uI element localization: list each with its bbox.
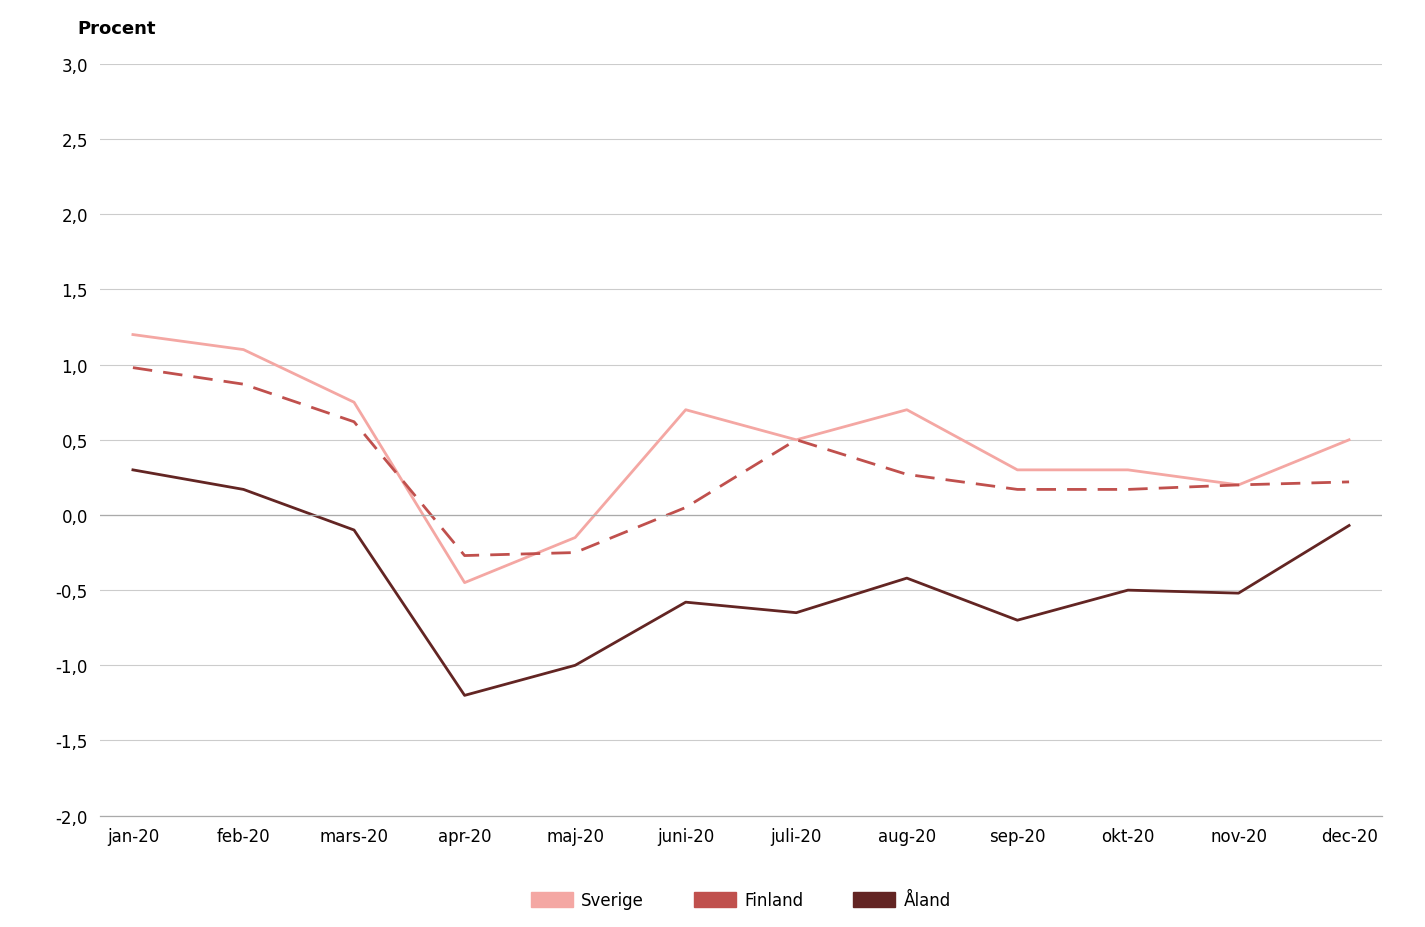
Finland (1341, 476, 1358, 488)
Sverige (898, 405, 915, 416)
Finland (1009, 484, 1026, 495)
Finland (345, 417, 362, 428)
Åland (1341, 520, 1358, 531)
Åland (1009, 615, 1026, 626)
Finland (898, 469, 915, 480)
Åland (567, 660, 584, 671)
Sverige (677, 405, 694, 416)
Line: Finland: Finland (133, 368, 1349, 556)
Sverige (567, 532, 584, 543)
Sverige (124, 330, 141, 341)
Åland (898, 573, 915, 584)
Sverige (1341, 435, 1358, 446)
Finland (788, 435, 805, 446)
Finland (124, 362, 141, 374)
Åland (345, 525, 362, 536)
Åland (1230, 588, 1247, 599)
Åland (124, 464, 141, 476)
Finland (677, 502, 694, 514)
Sverige (1120, 464, 1137, 476)
Sverige (235, 345, 252, 356)
Line: Åland: Åland (133, 470, 1349, 695)
Åland (456, 690, 473, 701)
Åland (235, 484, 252, 495)
Sverige (788, 435, 805, 446)
Åland (788, 607, 805, 618)
Finland (567, 547, 584, 558)
Finland (235, 379, 252, 390)
Line: Sverige: Sverige (133, 336, 1349, 583)
Sverige (1230, 480, 1247, 491)
Legend: Sverige, Finland, Åland: Sverige, Finland, Åland (524, 884, 958, 916)
Finland (456, 551, 473, 562)
Text: Procent: Procent (77, 19, 157, 38)
Finland (1120, 484, 1137, 495)
Sverige (345, 397, 362, 408)
Sverige (1009, 464, 1026, 476)
Åland (1120, 585, 1137, 596)
Finland (1230, 480, 1247, 491)
Åland (677, 597, 694, 608)
Sverige (456, 578, 473, 589)
